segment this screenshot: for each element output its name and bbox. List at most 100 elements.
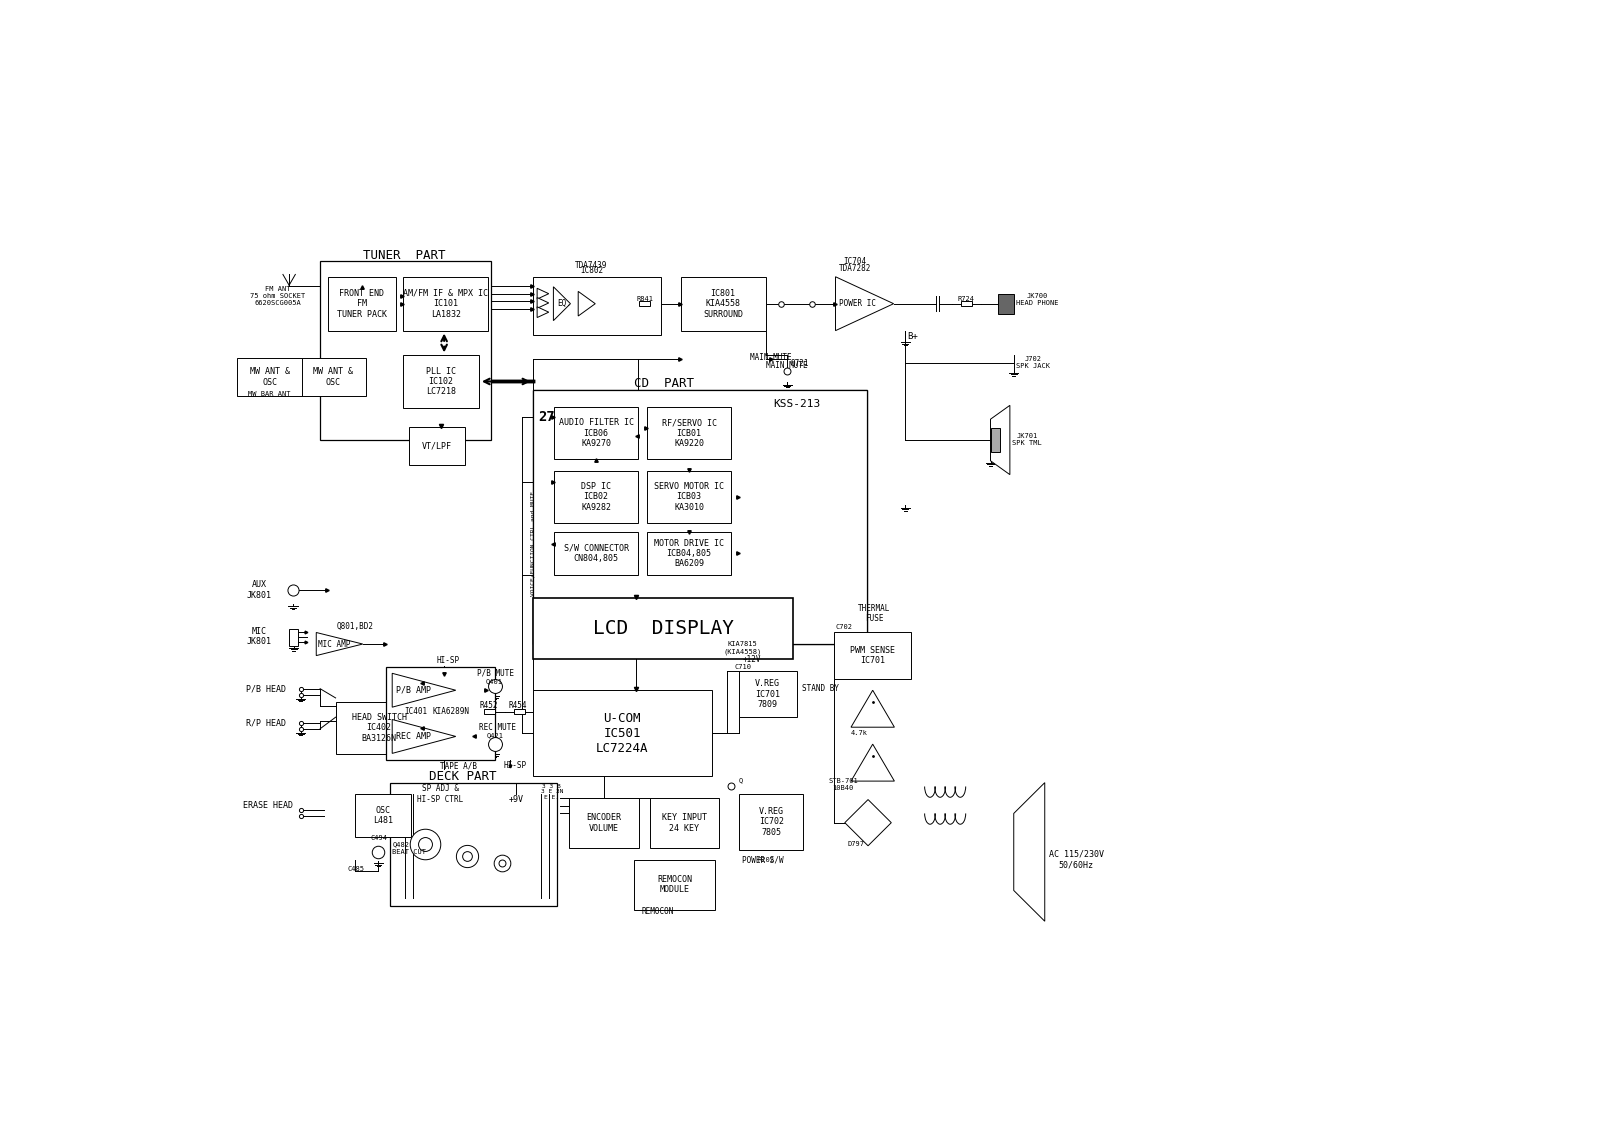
Text: MIC
JK801: MIC JK801 xyxy=(246,627,272,646)
Bar xyxy=(320,260,491,440)
Text: AM/FM IF & MPX IC
IC101
LA1832: AM/FM IF & MPX IC IC101 LA1832 xyxy=(403,289,488,318)
Text: P/B MUTE: P/B MUTE xyxy=(477,669,515,678)
Text: TAPE A/B: TAPE A/B xyxy=(440,761,477,770)
Text: FM ANT
75 ohm SOCKET
6620SCG005A: FM ANT 75 ohm SOCKET 6620SCG005A xyxy=(250,286,306,306)
Polygon shape xyxy=(538,307,549,318)
Text: TUNER  PART: TUNER PART xyxy=(363,249,445,261)
Text: STB-701
10B40: STB-701 10B40 xyxy=(829,779,858,791)
Text: ERASE HEAD: ERASE HEAD xyxy=(243,801,293,811)
Text: JK701
SPK TML: JK701 SPK TML xyxy=(1013,434,1042,446)
Bar xyxy=(237,358,302,396)
Polygon shape xyxy=(538,298,549,308)
Text: R452: R452 xyxy=(478,701,498,710)
Bar xyxy=(514,710,525,714)
Bar xyxy=(410,427,466,465)
Polygon shape xyxy=(835,276,894,331)
Polygon shape xyxy=(538,289,549,299)
Text: POWER IC: POWER IC xyxy=(838,299,875,308)
Text: REMOCON: REMOCON xyxy=(642,908,674,917)
Text: IC801
KIA4558
SURROUND: IC801 KIA4558 SURROUND xyxy=(702,289,742,318)
Text: Q401: Q401 xyxy=(485,678,502,684)
Text: DSP IC
ICB02
KA9282: DSP IC ICB02 KA9282 xyxy=(581,482,611,512)
Text: MOTOR DRIVE IC
ICB04,805
BA6209: MOTOR DRIVE IC ICB04,805 BA6209 xyxy=(654,539,725,568)
Text: CD  PART: CD PART xyxy=(634,377,694,391)
Text: HEAD SWITCH
IC402
BA3126N: HEAD SWITCH IC402 BA3126N xyxy=(352,713,406,743)
Text: MW ANT &
OSC: MW ANT & OSC xyxy=(314,367,354,386)
Bar xyxy=(336,702,422,754)
Text: U-COM
IC501
LC7224A: U-COM IC501 LC7224A xyxy=(597,712,648,755)
Text: REC MUTE: REC MUTE xyxy=(478,722,515,731)
Text: OSC
L481: OSC L481 xyxy=(373,806,394,825)
Text: Q721: Q721 xyxy=(790,359,810,368)
Bar xyxy=(962,301,971,306)
Text: HI-SP: HI-SP xyxy=(504,761,526,770)
Bar xyxy=(533,389,867,644)
Text: JK700
HEAD PHONE: JK700 HEAD PHONE xyxy=(1016,292,1059,306)
Text: P/B HEAD: P/B HEAD xyxy=(246,684,286,693)
Text: STAND BY: STAND BY xyxy=(802,684,838,693)
Text: SERVO MOTOR IC
ICB03
KA3010: SERVO MOTOR IC ICB03 KA3010 xyxy=(654,482,725,512)
Text: +9V: +9V xyxy=(509,795,523,804)
Text: 4.7k: 4.7k xyxy=(851,730,867,736)
Text: EQ.: EQ. xyxy=(557,299,571,308)
Text: REC AMP: REC AMP xyxy=(395,732,430,741)
Bar xyxy=(390,782,557,906)
Text: DECK PART: DECK PART xyxy=(429,770,496,783)
Text: IC704: IC704 xyxy=(843,257,867,266)
Bar xyxy=(533,691,712,777)
Text: C710: C710 xyxy=(734,664,752,670)
Text: MAIN MUTE: MAIN MUTE xyxy=(766,361,808,370)
Bar xyxy=(533,598,794,660)
Text: R202: R202 xyxy=(758,857,774,863)
Text: AC 115/230V
50/60Hz: AC 115/230V 50/60Hz xyxy=(1048,850,1104,869)
Bar xyxy=(554,471,638,523)
Bar xyxy=(386,667,494,760)
Text: RF/SERVO IC
ICB01
KA9220: RF/SERVO IC ICB01 KA9220 xyxy=(661,418,717,448)
Text: LCD  DISPLAY: LCD DISPLAY xyxy=(592,619,733,638)
Text: C494: C494 xyxy=(371,835,387,841)
Polygon shape xyxy=(1014,782,1045,921)
Bar xyxy=(646,532,731,575)
Text: R454: R454 xyxy=(509,701,526,710)
Text: V.REG
IC702
7805: V.REG IC702 7805 xyxy=(758,807,784,837)
Text: V.REG
IC701
7809: V.REG IC701 7809 xyxy=(755,679,781,709)
Bar xyxy=(990,428,1000,452)
Text: KIA7815
(KIA4558): KIA7815 (KIA4558) xyxy=(723,641,762,654)
Text: IC802: IC802 xyxy=(579,266,603,275)
Bar xyxy=(680,276,766,331)
Bar xyxy=(640,301,650,306)
Bar xyxy=(998,293,1014,314)
Polygon shape xyxy=(392,720,456,754)
Text: IC401: IC401 xyxy=(403,708,427,717)
Text: FRONT END
FM
TUNER PACK: FRONT END FM TUNER PACK xyxy=(338,289,387,318)
Text: R724: R724 xyxy=(958,297,974,302)
Bar xyxy=(739,397,859,551)
Polygon shape xyxy=(990,405,1010,474)
Polygon shape xyxy=(578,291,595,316)
Polygon shape xyxy=(554,286,571,320)
Bar xyxy=(355,795,411,837)
Text: AUDIO FILTER IC
ICB06
KA9270: AUDIO FILTER IC ICB06 KA9270 xyxy=(558,418,634,448)
Bar xyxy=(485,710,496,714)
Text: D797: D797 xyxy=(846,841,864,847)
Bar xyxy=(739,795,803,850)
Bar xyxy=(570,798,638,848)
Bar xyxy=(301,358,366,396)
Bar xyxy=(533,276,661,334)
Text: TDA7439: TDA7439 xyxy=(574,260,608,269)
Text: PLL IC
IC102
LC7218: PLL IC IC102 LC7218 xyxy=(426,367,456,396)
Text: S/W CONNECTOR
CN804,805: S/W CONNECTOR CN804,805 xyxy=(563,543,629,564)
Bar xyxy=(533,389,867,644)
Bar xyxy=(634,859,715,910)
Text: Q801,BD2: Q801,BD2 xyxy=(336,621,373,631)
Text: MW BAR ANT: MW BAR ANT xyxy=(248,391,291,397)
Text: VOICE/FUNCTION CTRL and MUTE: VOICE/FUNCTION CTRL and MUTE xyxy=(531,491,536,597)
Text: KEY INPUT
24 KEY: KEY INPUT 24 KEY xyxy=(662,814,707,833)
Text: MAIN MUTE: MAIN MUTE xyxy=(750,353,792,362)
Bar xyxy=(646,406,731,460)
Text: Q: Q xyxy=(739,778,742,783)
Text: MIC AMP: MIC AMP xyxy=(318,640,350,649)
Text: PWM SENSE
IC701: PWM SENSE IC701 xyxy=(850,646,896,666)
Bar xyxy=(739,671,797,718)
Text: Q421: Q421 xyxy=(486,732,504,738)
